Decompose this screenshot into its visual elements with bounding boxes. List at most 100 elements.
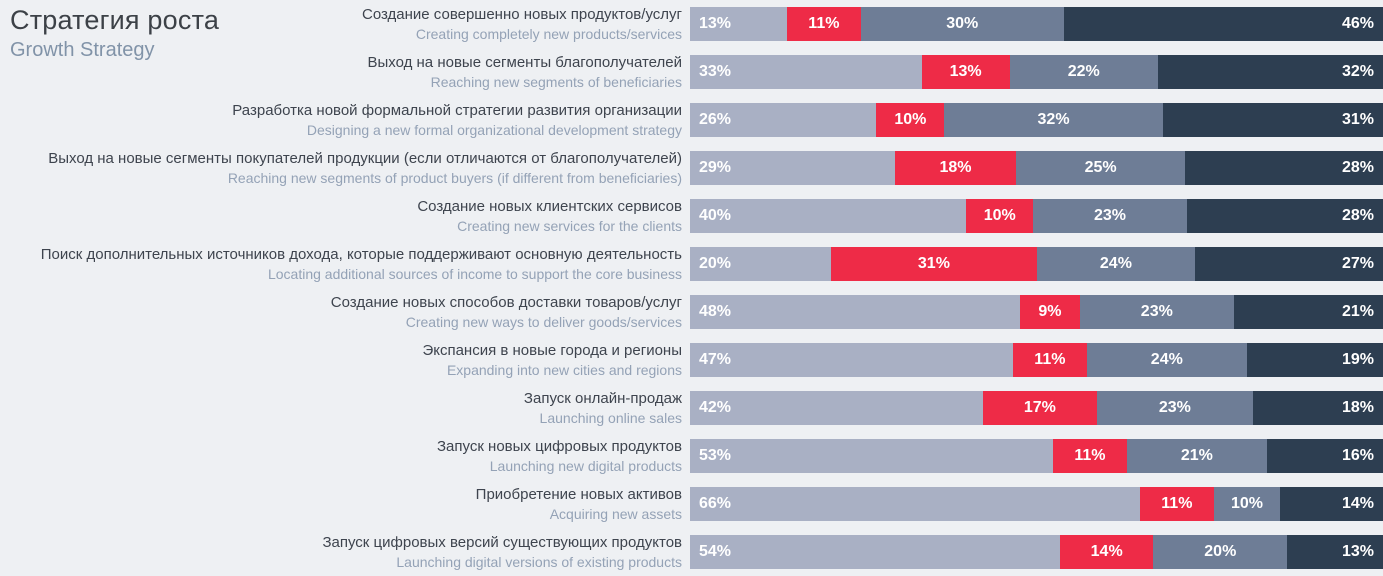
segment-value-label: 17% [1023, 399, 1056, 416]
row-label-en: Launching online sales [539, 410, 682, 426]
bar-segment-1: 33% [690, 55, 922, 89]
row-labels: Выход на новые сегменты покупателей прод… [0, 149, 690, 187]
segment-value-label: 21% [1341, 303, 1375, 320]
segment-value-label: 42% [699, 399, 732, 416]
segment-value-label: 10% [894, 111, 927, 128]
stacked-bar: 53% 11% 21% 16% [690, 439, 1383, 473]
bar-segment-4: 32% [1158, 55, 1383, 89]
bar-segment-4: 31% [1162, 103, 1383, 137]
stacked-bar: 47% 11% 24% 19% [690, 343, 1383, 377]
segment-value-label: 13% [949, 63, 982, 80]
segment-value-label: 14% [1341, 495, 1374, 512]
row-label-ru: Выход на новые сегменты покупателей прод… [48, 150, 682, 167]
row-label-ru: Создание совершенно новых продуктов/услу… [361, 6, 682, 23]
segment-value-label: 33% [699, 63, 732, 80]
row-label-en: Creating new services for the clients [457, 218, 682, 234]
segment-value-label: 28% [1341, 159, 1374, 176]
chart-row: Создание новых способов доставки товаров… [0, 288, 1383, 336]
segment-value-label: 47% [699, 351, 732, 368]
bar-segment-1: 48% [690, 295, 1020, 329]
segment-value-label: 28% [1341, 207, 1374, 224]
bar-segment-3: 22% [1009, 55, 1158, 89]
row-labels: Приобретение новых активов Acquiring new… [0, 485, 690, 523]
bar-segment-2: 13% [921, 55, 1010, 89]
bar-segment-2: 17% [982, 391, 1098, 425]
stacked-bar: 20% 31% 24% 27% [690, 247, 1383, 281]
row-label-ru: Запуск онлайн-продаж [523, 390, 682, 407]
bar-segment-1: 42% [690, 391, 983, 425]
row-label-ru: Экспансия в новые города и регионы [422, 342, 682, 359]
stacked-bar: 42% 17% 23% 18% [690, 391, 1383, 425]
chart-row: Запуск новых цифровых продуктов Launchin… [0, 432, 1383, 480]
bar-segment-1: 13% [690, 7, 787, 41]
bar-segment-4: 28% [1186, 199, 1383, 233]
segment-value-label: 19% [1341, 351, 1374, 368]
row-label-en: Launching new digital products [489, 458, 682, 474]
segment-value-label: 32% [1341, 63, 1374, 80]
bar-segment-4: 27% [1195, 247, 1383, 281]
segment-value-label: 32% [1037, 111, 1070, 128]
row-label-en: Launching digital versions of existing p… [396, 554, 682, 570]
segment-value-label: 24% [1150, 351, 1183, 368]
segment-value-label: 40% [699, 207, 732, 224]
chart-row: Разработка новой формальной стратегии ра… [0, 96, 1383, 144]
chart-row: Создание новых клиентских сервисов Creat… [0, 192, 1383, 240]
segment-value-label: 11% [1074, 447, 1106, 464]
row-label-ru: Разработка новой формальной стратегии ра… [232, 102, 682, 119]
bar-segment-4: 46% [1063, 7, 1383, 41]
segment-value-label: 20% [699, 255, 732, 272]
row-label-ru: Запуск новых цифровых продуктов [436, 438, 682, 455]
bar-segment-4: 19% [1247, 343, 1383, 377]
chart-title-ru: Стратегия роста [10, 5, 220, 35]
row-labels: Запуск цифровых версий существующих прод… [0, 533, 690, 571]
row-labels: Запуск новых цифровых продуктов Launchin… [0, 437, 690, 475]
bar-segment-4: 28% [1185, 151, 1383, 185]
row-label-ru: Запуск цифровых версий существующих прод… [322, 534, 682, 551]
chart-title-block: Стратегия роста Growth Strategy [10, 4, 219, 62]
bar-segment-4: 18% [1252, 391, 1383, 425]
chart-row: Выход на новые сегменты покупателей прод… [0, 144, 1383, 192]
stacked-bar: 33% 13% 22% 32% [690, 55, 1383, 89]
bar-segment-3: 25% [1016, 151, 1185, 185]
chart-row: Запуск цифровых версий существующих прод… [0, 528, 1383, 576]
segment-value-label: 46% [1341, 15, 1374, 32]
segment-value-label: 13% [1341, 543, 1374, 560]
row-label-en: Expanding into new cities and regions [446, 362, 682, 378]
segment-value-label: 54% [699, 543, 732, 560]
row-label-en: Locating additional sources of income to… [267, 266, 682, 282]
row-label-en: Reaching new segments of beneficiaries [430, 74, 682, 90]
chart-row: Запуск онлайн-продаж Launching online sa… [0, 384, 1383, 432]
segment-value-label: 16% [1341, 447, 1374, 464]
segment-value-label: 13% [699, 15, 732, 32]
segment-value-label: 21% [1180, 447, 1213, 464]
segment-value-label: 14% [1090, 543, 1123, 560]
stacked-bar: 48% 9% 23% 21% [690, 295, 1383, 329]
segment-value-label: 66% [699, 495, 732, 512]
segment-value-label: 11% [1034, 351, 1066, 368]
bar-segment-4: 13% [1287, 535, 1383, 569]
bar-segment-4: 16% [1267, 439, 1383, 473]
segment-value-label: 9% [1038, 303, 1062, 320]
bar-segment-3: 30% [861, 7, 1064, 41]
segment-value-label: 24% [1099, 255, 1132, 272]
bar-segment-1: 40% [690, 199, 967, 233]
segment-value-label: 29% [699, 159, 732, 176]
bar-segment-4: 14% [1280, 487, 1383, 521]
bar-segment-1: 20% [690, 247, 832, 281]
row-label-ru: Создание новых способов доставки товаров… [330, 294, 682, 311]
row-labels: Разработка новой формальной стратегии ра… [0, 101, 690, 139]
chart-row: Выход на новые сегменты благополучателей… [0, 48, 1383, 96]
row-labels: Создание новых клиентских сервисов Creat… [0, 197, 690, 235]
bar-segment-2: 9% [1019, 295, 1080, 329]
row-label-en: Acquiring new assets [549, 506, 682, 522]
row-label-ru: Поиск дополнительных источников дохода, … [40, 246, 682, 263]
stacked-bar: 40% 10% 23% 28% [690, 199, 1383, 233]
bar-segment-3: 23% [1079, 295, 1234, 329]
chart-row: Приобретение новых активов Acquiring new… [0, 480, 1383, 528]
chart-row: Экспансия в новые города и регионы Expan… [0, 336, 1383, 384]
row-labels: Поиск дополнительных источников дохода, … [0, 245, 690, 283]
bar-segment-1: 26% [690, 103, 877, 137]
segment-value-label: 23% [1094, 207, 1127, 224]
